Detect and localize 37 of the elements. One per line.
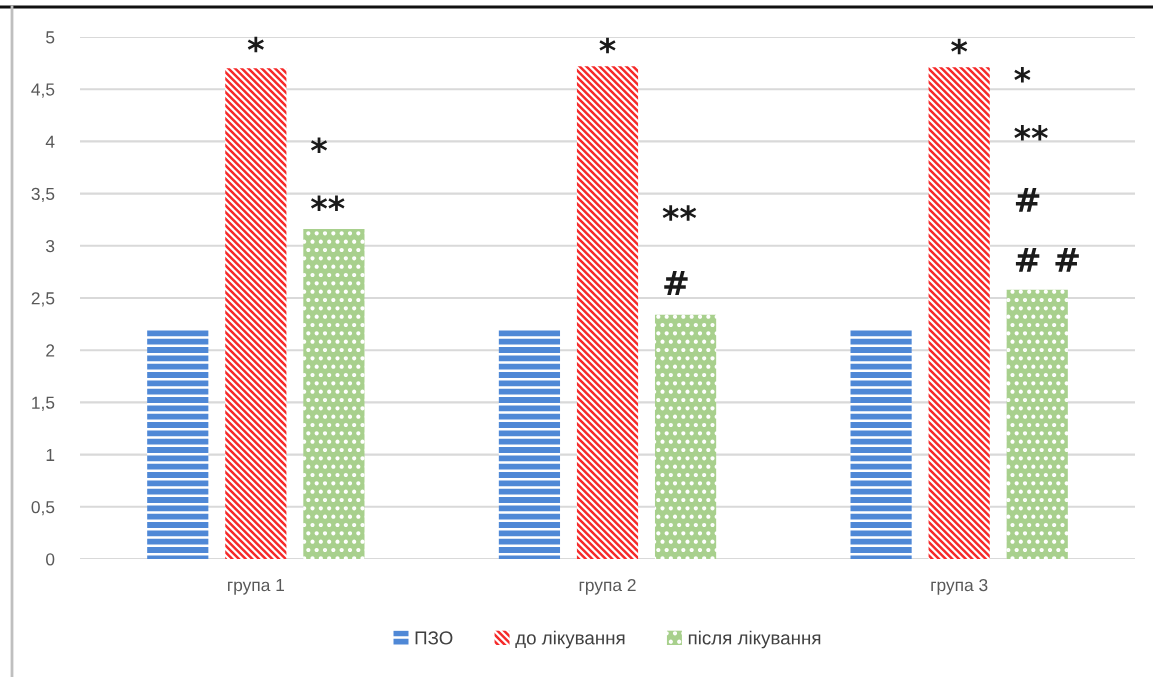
bar [498, 329, 561, 559]
x-tick-label: група 3 [931, 578, 988, 595]
annotation: * [1014, 67, 1031, 83]
y-tick-label: 1 [46, 448, 55, 461]
annotation: * [310, 137, 328, 154]
bar [303, 229, 365, 559]
y-tick-label: 0,5 [31, 500, 55, 516]
y-tick-label: 3,5 [31, 187, 55, 203]
y-tick-label: 5 [46, 31, 55, 44]
y-tick-label: 4 [45, 135, 55, 148]
annotation: ** [1014, 125, 1048, 141]
annotation: ** [662, 205, 697, 221]
annotation: * [951, 38, 968, 55]
annotation: * [247, 36, 264, 53]
annotation: * [599, 37, 616, 54]
y-tick-label: 4,5 [31, 83, 55, 98]
bar [928, 67, 990, 559]
bar [576, 66, 639, 559]
legend-label: ПЗО [415, 631, 453, 645]
annotation: # # [1015, 247, 1079, 272]
y-tick-label: 0 [46, 553, 55, 566]
bar [1006, 289, 1068, 559]
y-tick-label: 3 [46, 239, 55, 253]
y-tick-label: 1,5 [32, 396, 55, 411]
y-tick-label: 2 [46, 344, 55, 357]
annotation: # [1015, 187, 1040, 212]
x-tick-label: група 1 [228, 579, 284, 595]
annotation: # [664, 270, 688, 295]
bar [850, 329, 912, 559]
bar [654, 314, 717, 559]
annotation: ** [310, 195, 345, 212]
bar [147, 329, 209, 559]
x-tick-label: група 2 [579, 578, 636, 595]
bar [225, 68, 287, 559]
legend-label: до лікування [515, 630, 625, 649]
y-tick-label: 2,5 [31, 292, 55, 307]
legend-label: після лікування [688, 630, 821, 649]
